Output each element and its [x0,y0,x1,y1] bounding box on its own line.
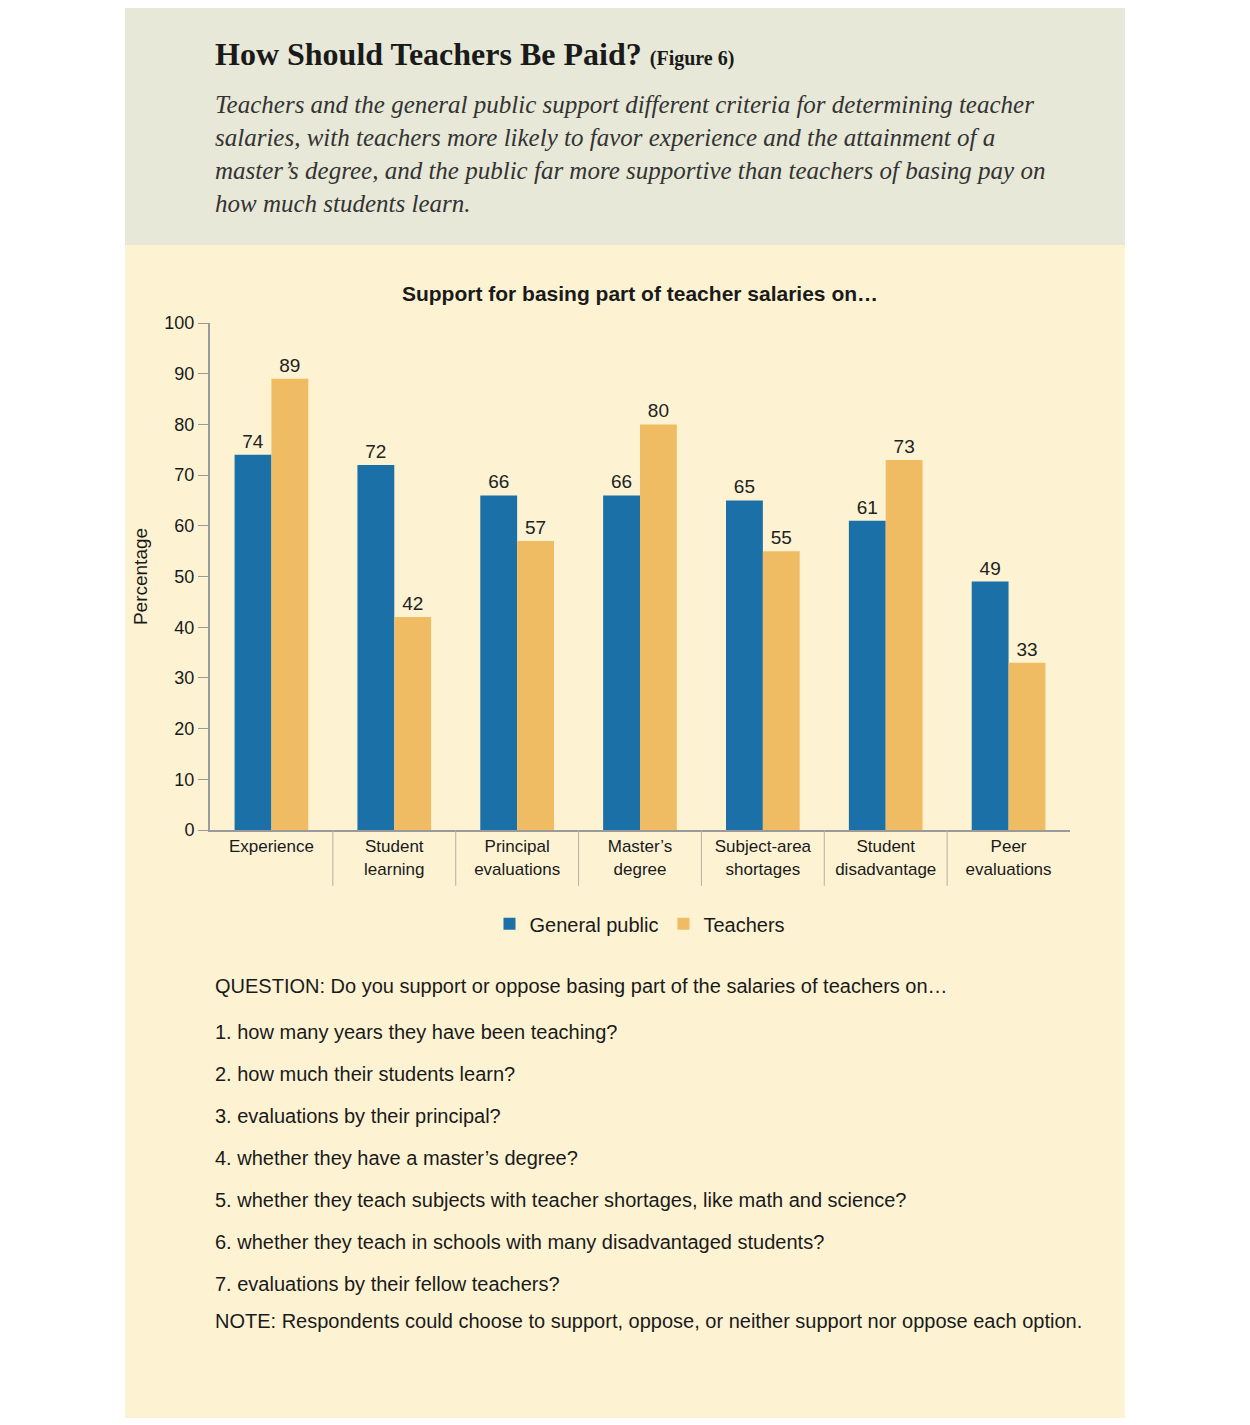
html-text:4. whether they have a master’: 4. whether they have a master’s degree? [215,1147,578,1169]
svg-text:33: 33 [1016,639,1037,660]
html-text:5. whether they teach subjects: 5. whether they teach subjects with teac… [215,1189,907,1211]
svg-text:73: 73 [894,436,915,457]
svg-text:57: 57 [525,517,546,538]
svg-text:60: 60 [174,516,194,536]
svg-text:80: 80 [174,415,194,435]
svg-text:Principalevaluations: Principalevaluations [474,837,560,878]
svg-text:74: 74 [242,431,264,452]
svg-text:Peerevaluations: Peerevaluations [966,837,1052,878]
svg-text:Subject-areashortages: Subject-areashortages [715,837,812,878]
svg-text:Studentdisadvantage: Studentdisadvantage [835,837,936,878]
svg-text:10: 10 [174,770,194,790]
html-text:Teachers and the general publi: Teachers and the general public support … [215,91,1046,217]
svg-text:90: 90 [174,364,194,384]
svg-text:General public: General public [530,914,659,936]
svg-text:Experience: Experience [229,837,314,856]
svg-text:61: 61 [857,497,878,518]
svg-text:72: 72 [365,441,386,462]
svg-text:Studentlearning: Studentlearning [364,837,425,878]
svg-text:Teachers: Teachers [703,914,784,936]
svg-text:65: 65 [734,476,755,497]
svg-text:Support for basing part of tea: Support for basing part of teacher salar… [402,282,878,305]
svg-text:100: 100 [164,313,194,333]
svg-text:89: 89 [279,355,300,376]
html-text:How Should Teachers Be Paid? (: How Should Teachers Be Paid? (Figure 6) [215,36,735,72]
html-text:2. how much their students lea: 2. how much their students learn? [215,1063,516,1085]
svg-text:80: 80 [648,400,669,421]
svg-text:42: 42 [402,593,423,614]
svg-text:Master’sdegree: Master’sdegree [608,837,673,878]
html-text:6. whether they teach in schoo: 6. whether they teach in schools with ma… [215,1231,825,1253]
html-text:7. evaluations by their fellow: 7. evaluations by their fellow teachers? [215,1273,560,1295]
html-text:3. evaluations by their princi: 3. evaluations by their principal? [215,1105,501,1127]
svg-text:0: 0 [184,820,194,840]
svg-text:40: 40 [174,618,194,638]
svg-text:49: 49 [980,558,1001,579]
svg-text:30: 30 [174,668,194,688]
html-text:1. how many years they have be: 1. how many years they have been teachin… [215,1021,618,1043]
svg-text:50: 50 [174,567,194,587]
svg-text:Percentage: Percentage [130,528,151,625]
svg-text:70: 70 [174,465,194,485]
html-text:NOTE: Respondents could choose: NOTE: Respondents could choose to suppor… [215,1310,1083,1332]
svg-text:66: 66 [488,471,509,492]
svg-text:20: 20 [174,719,194,739]
svg-text:55: 55 [771,527,792,548]
svg-text:66: 66 [611,471,632,492]
html-text:QUESTION: Do you support or op: QUESTION: Do you support or oppose basin… [215,975,948,997]
